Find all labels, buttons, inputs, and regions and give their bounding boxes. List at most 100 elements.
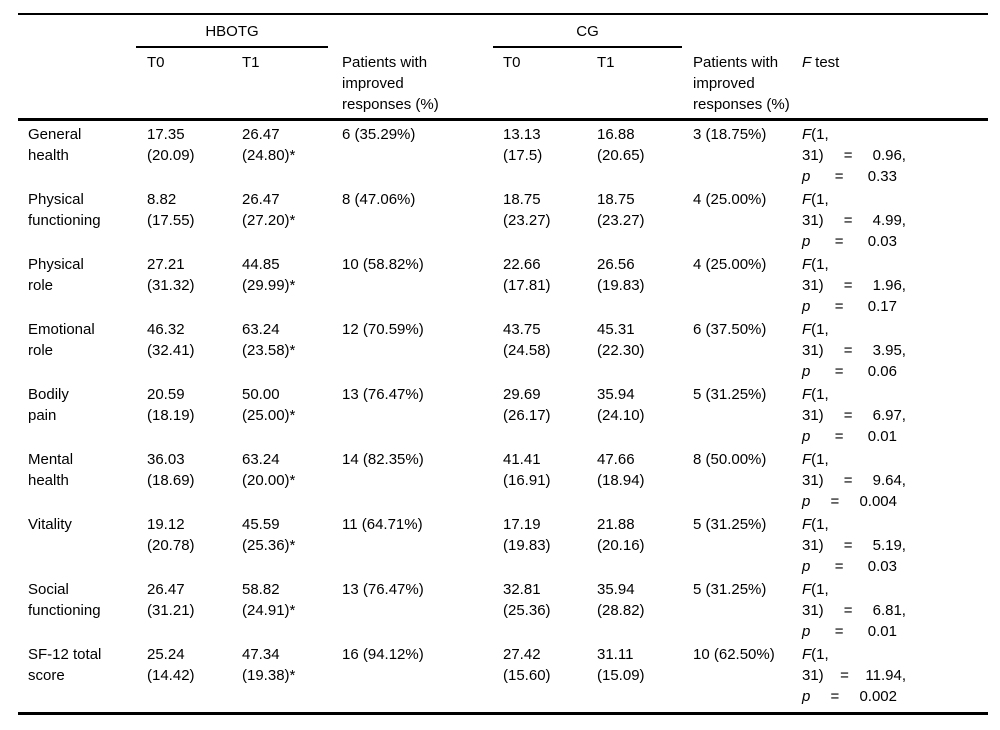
cg-improved-value: 8 (50.00%) [693,451,767,468]
f-symbol: F [802,581,812,598]
cg-t0-value: 17.19 (19.83) [503,516,551,554]
p-value: 0.03 [867,558,897,575]
hbotg-t0-value: 17.35 (20.09) [147,126,195,164]
p-symbol: p [802,688,811,705]
equals-sign: = [843,472,853,489]
equals-sign: = [834,363,844,380]
f-df-open: (1, [811,191,829,208]
f-statistic-line2: 31) = 4.99, [802,210,906,231]
f-df-open: (1, [811,256,829,273]
f-statistic-line2: 31) = 6.81, [802,600,906,621]
sf12-results-table: HBOTG CG T0 T1 Patients with improved re… [18,0,988,730]
table-row: General health 17.35 (20.09) 26.47 (24.8… [18,124,988,189]
f-df-close: 31) [802,537,824,554]
table-row: Mental health 36.03 (18.69) 63.24 (20.00… [18,449,988,514]
hbotg-t1-value: 47.34 (19.38)* [242,646,296,684]
f-test-cell: F(1, 31) = 5.19, p = 0.03 [802,514,988,579]
f-symbol: F [802,646,812,663]
f-df-open: (1, [811,321,829,338]
table-row: Social functioning 26.47 (31.21) 58.82 (… [18,579,988,644]
p-symbol: p [802,558,811,575]
row-label: SF-12 total score [28,646,102,684]
f-df-open: (1, [811,386,829,403]
f-statistic-line2: 31) = 11.94, [802,665,906,686]
hbotg-t0-value: 36.03 (18.69) [147,451,195,489]
f-value: 6.97, [872,407,906,424]
row-label: Physical role [28,256,84,294]
hbotg-t0-value: 8.82 (17.55) [147,191,195,229]
equals-sign: = [834,623,844,640]
equals-sign: = [834,168,844,185]
equals-sign: = [843,277,853,294]
f-statistic-line1: F(1, [802,254,988,275]
cg-spanner-rule [493,46,682,48]
p-symbol: p [802,363,811,380]
f-symbol: F [802,321,812,338]
hbotg-t0-value: 46.32 (32.41) [147,321,195,359]
cg-improved-value: 4 (25.00%) [693,191,767,208]
f-statistic-line1: F(1, [802,449,988,470]
f-statistic-line1: F(1, [802,644,988,665]
header-cg-improved: Patients with improved responses (%) [693,54,790,113]
f-symbol: F [802,126,812,143]
equals-sign: = [834,233,844,250]
f-value: 5.19, [872,537,906,554]
hbotg-t1-value: 26.47 (27.20)* [242,191,296,229]
p-value: 0.004 [859,493,897,510]
row-label: Emotional role [28,321,95,359]
bottom-rule [18,712,988,715]
p-symbol: p [802,623,811,640]
row-label: Social functioning [28,581,101,619]
f-df-open: (1, [811,516,829,533]
table-row: Physical role 27.21 (31.32) 44.85 (29.99… [18,254,988,319]
hbotg-t1-value: 58.82 (24.91)* [242,581,296,619]
hbotg-improved-value: 10 (58.82%) [342,256,424,273]
p-value-line: p = 0.004 [802,491,897,512]
p-value-line: p = 0.33 [802,166,897,187]
f-symbol: F [802,451,812,468]
cg-improved-value: 6 (37.50%) [693,321,767,338]
cg-t0-value: 22.66 (17.81) [503,256,551,294]
f-df-close: 31) [802,602,824,619]
f-statistic-line1: F(1, [802,189,988,210]
p-value-line: p = 0.03 [802,556,897,577]
cg-improved-value: 4 (25.00%) [693,256,767,273]
cg-t0-value: 43.75 (24.58) [503,321,551,359]
cg-t0-value: 18.75 (23.27) [503,191,551,229]
f-df-close: 31) [802,407,824,424]
header-cg-t0: T0 [503,54,521,71]
table-row: Emotional role 46.32 (32.41) 63.24 (23.5… [18,319,988,384]
f-value: 0.96, [872,147,906,164]
cg-t0-value: 29.69 (26.17) [503,386,551,424]
cg-t1-value: 35.94 (24.10) [597,386,645,424]
hbotg-improved-value: 13 (76.47%) [342,386,424,403]
f-value: 6.81, [872,602,906,619]
equals-sign: = [840,667,849,684]
f-symbol: F [802,516,812,533]
p-value-line: p = 0.002 [802,686,897,707]
row-label: General health [28,126,82,164]
cg-t1-value: 16.88 (20.65) [597,126,645,164]
p-value: 0.03 [867,233,897,250]
hbotg-t1-value: 50.00 (25.00)* [242,386,296,424]
equals-sign: = [843,342,853,359]
f-df-close: 31) [802,212,824,229]
hbotg-t0-value: 26.47 (31.21) [147,581,195,619]
f-df-close: 31) [802,667,824,684]
hbotg-improved-value: 16 (94.12%) [342,646,424,663]
p-symbol: p [802,428,811,445]
f-test-cell: F(1, 31) = 6.97, p = 0.01 [802,384,988,449]
p-value: 0.33 [867,168,897,185]
f-df-open: (1, [811,126,829,143]
f-test-cell: F(1, 31) = 1.96, p = 0.17 [802,254,988,319]
table-body: General health 17.35 (20.09) 26.47 (24.8… [18,124,988,709]
p-symbol: p [802,233,811,250]
f-df-open: (1, [811,451,829,468]
equals-sign: = [834,298,844,315]
equals-sign: = [830,493,840,510]
f-df-open: (1, [811,581,829,598]
header-hbotg-t1: T1 [242,54,260,71]
hbotg-improved-value: 6 (35.29%) [342,126,416,143]
f-test-label: test [815,54,840,71]
